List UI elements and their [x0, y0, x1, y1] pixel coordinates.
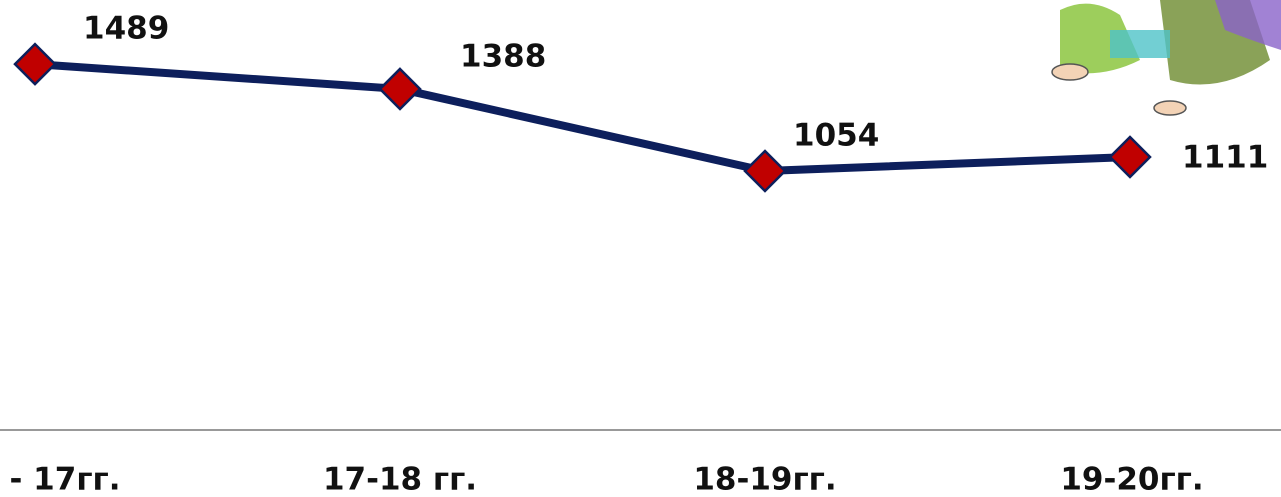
- marker: [380, 69, 420, 109]
- marker: [745, 151, 785, 191]
- marker: [1110, 137, 1150, 177]
- x-tick-label: 19-20гг.: [1060, 462, 1203, 497]
- data-label: 1054: [793, 118, 879, 154]
- x-tick-label: - 17гг.: [10, 462, 121, 497]
- chart: - 17гг. 17-18 гг. 18-19гг. 19-20гг. 1489 1388…: [0, 0, 1281, 497]
- marker: [15, 44, 55, 84]
- x-tick-label: 17-18 гг.: [323, 462, 477, 497]
- illustration: [1045, 0, 1281, 115]
- data-label: 1388: [460, 38, 546, 74]
- data-label: 1111: [1182, 140, 1268, 176]
- x-tick-label: 18-19гг.: [693, 462, 836, 497]
- line: [35, 64, 1130, 171]
- data-label: 1489: [83, 11, 169, 47]
